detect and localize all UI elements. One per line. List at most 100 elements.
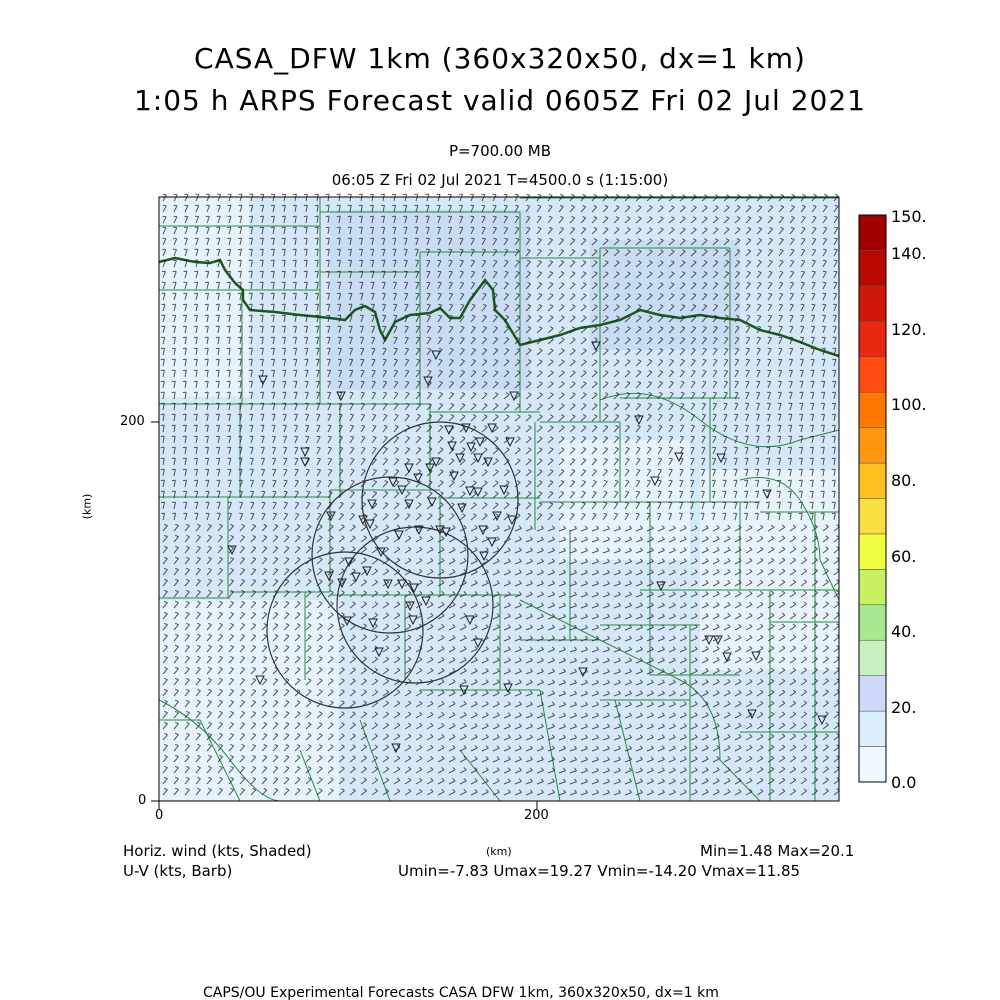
station-marker: [414, 525, 424, 536]
x-tick-0: 0: [155, 808, 164, 823]
station-marker: [503, 683, 513, 694]
colorbar-label-80: 80.: [891, 471, 917, 490]
station-marker: [324, 571, 334, 582]
station-marker: [487, 423, 497, 434]
county-boundaries: [158, 197, 840, 802]
station-marker: [362, 566, 372, 577]
station-marker: [388, 477, 398, 488]
colorbar-segment: [858, 498, 887, 535]
station-marker: [716, 453, 726, 464]
axis-ticks: [151, 421, 538, 809]
station-marker: [751, 651, 761, 662]
station-marker: [423, 376, 433, 387]
colorbar-label-140: 140.: [891, 244, 927, 263]
station-marker: [483, 457, 493, 468]
station-marker: [475, 437, 485, 448]
title-line-2: 1:05 h ARPS Forecast valid 0605Z Fri 02 …: [133, 84, 866, 117]
title-line-1: CASA_DFW 1km (360x320x50, dx=1 km): [194, 42, 806, 75]
pressure-level: P=700.00 MB: [448, 142, 552, 160]
station-marker: [473, 487, 483, 498]
station-marker: [747, 709, 757, 720]
station-marker: [337, 578, 347, 589]
uv-range-values: Umin=-7.83 Umax=19.27 Vmin=-14.20 Vmax=1…: [398, 862, 801, 880]
colorbar-segment: [858, 285, 887, 322]
station-marker: [634, 415, 644, 426]
station-marker: [591, 341, 601, 352]
station-marker: [478, 525, 488, 536]
station-marker: [391, 743, 401, 754]
station-marker: [421, 596, 431, 607]
light-shading-patches: [159, 197, 839, 800]
radar-ring-4: [266, 551, 424, 709]
station-marker: [505, 437, 515, 448]
station-marker: [367, 499, 377, 510]
station-marker: [722, 652, 732, 663]
state-boundary: [158, 256, 840, 358]
station-marker: [713, 635, 723, 646]
station-marker: [427, 497, 437, 508]
station-marker: [656, 581, 666, 592]
station-marker: [444, 425, 454, 436]
station-marker: [365, 519, 375, 530]
station-marker: [455, 453, 465, 464]
x-axis-label: (km): [486, 845, 512, 858]
station-marker: [431, 457, 441, 468]
station-marker: [344, 557, 354, 568]
colorbar-label-0: 0.0: [891, 773, 917, 792]
station-marker: [342, 616, 352, 627]
station-marker: [351, 572, 361, 583]
colorbar-segment: [858, 746, 887, 783]
colorbar-frame: [858, 214, 887, 783]
station-marker: [473, 453, 483, 464]
station-marker: [376, 547, 386, 558]
colorbar-segment: [858, 321, 887, 357]
colorbar-label-120: 120.: [891, 320, 927, 339]
colorbar-label-150: 150.: [891, 207, 927, 226]
station-marker: [461, 423, 471, 434]
colorbar: [858, 214, 887, 783]
station-marker: [449, 471, 459, 482]
colorbar-label-100: 100.: [891, 395, 927, 414]
y-tick-200: 200: [120, 414, 145, 429]
colorbar-segment: [858, 640, 887, 676]
station-marker: [457, 503, 467, 514]
colorbar-segment: [858, 604, 887, 641]
station-marker: [425, 463, 435, 474]
colorbar-segment: [858, 675, 887, 712]
station-marker: [674, 452, 684, 463]
station-marker: [650, 476, 660, 487]
radar-range-rings: [266, 421, 519, 709]
station-marker: [227, 545, 237, 556]
station-marker: [383, 579, 393, 590]
station-marker: [578, 667, 588, 678]
station-marker: [704, 635, 714, 646]
radar-ring-1: [361, 421, 519, 579]
station-marker: [465, 615, 475, 626]
colorbar-segment: [858, 533, 887, 570]
station-marker: [404, 463, 414, 474]
barb-field-label: U-V (kts, Barb): [123, 862, 233, 880]
station-marker: [762, 489, 772, 500]
station-marker: [435, 525, 445, 536]
station-marker: [459, 685, 469, 696]
radar-ring-2: [311, 476, 469, 634]
shaded-field-label: Horiz. wind (kts, Shaded): [123, 842, 312, 860]
colorbar-segment: [858, 427, 887, 464]
station-marker: [374, 647, 384, 658]
y-axis-label: (km): [80, 493, 94, 520]
colorbar-segment: [858, 569, 887, 606]
colorbar-label-20: 20.: [891, 698, 917, 717]
station-marker: [413, 473, 423, 484]
station-marker: [499, 485, 509, 496]
station-markers: [227, 341, 827, 754]
station-marker: [409, 583, 419, 594]
station-marker: [394, 530, 404, 541]
station-marker: [507, 515, 517, 526]
colorbar-segment: [858, 462, 887, 499]
colorbar-segment: [858, 710, 887, 747]
min-max-values: Min=1.48 Max=20.1: [700, 842, 855, 860]
station-marker: [397, 579, 407, 590]
station-marker: [408, 615, 418, 626]
